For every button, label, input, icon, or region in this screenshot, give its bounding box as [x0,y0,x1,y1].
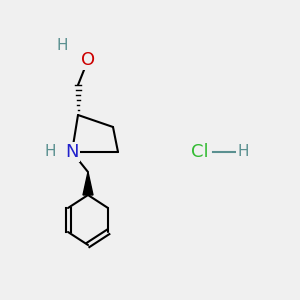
Text: H: H [237,145,249,160]
Text: Cl: Cl [191,143,209,161]
Text: H: H [44,145,56,160]
Text: H: H [56,38,68,52]
Polygon shape [83,172,93,195]
Text: O: O [81,51,95,69]
Text: N: N [65,143,79,161]
